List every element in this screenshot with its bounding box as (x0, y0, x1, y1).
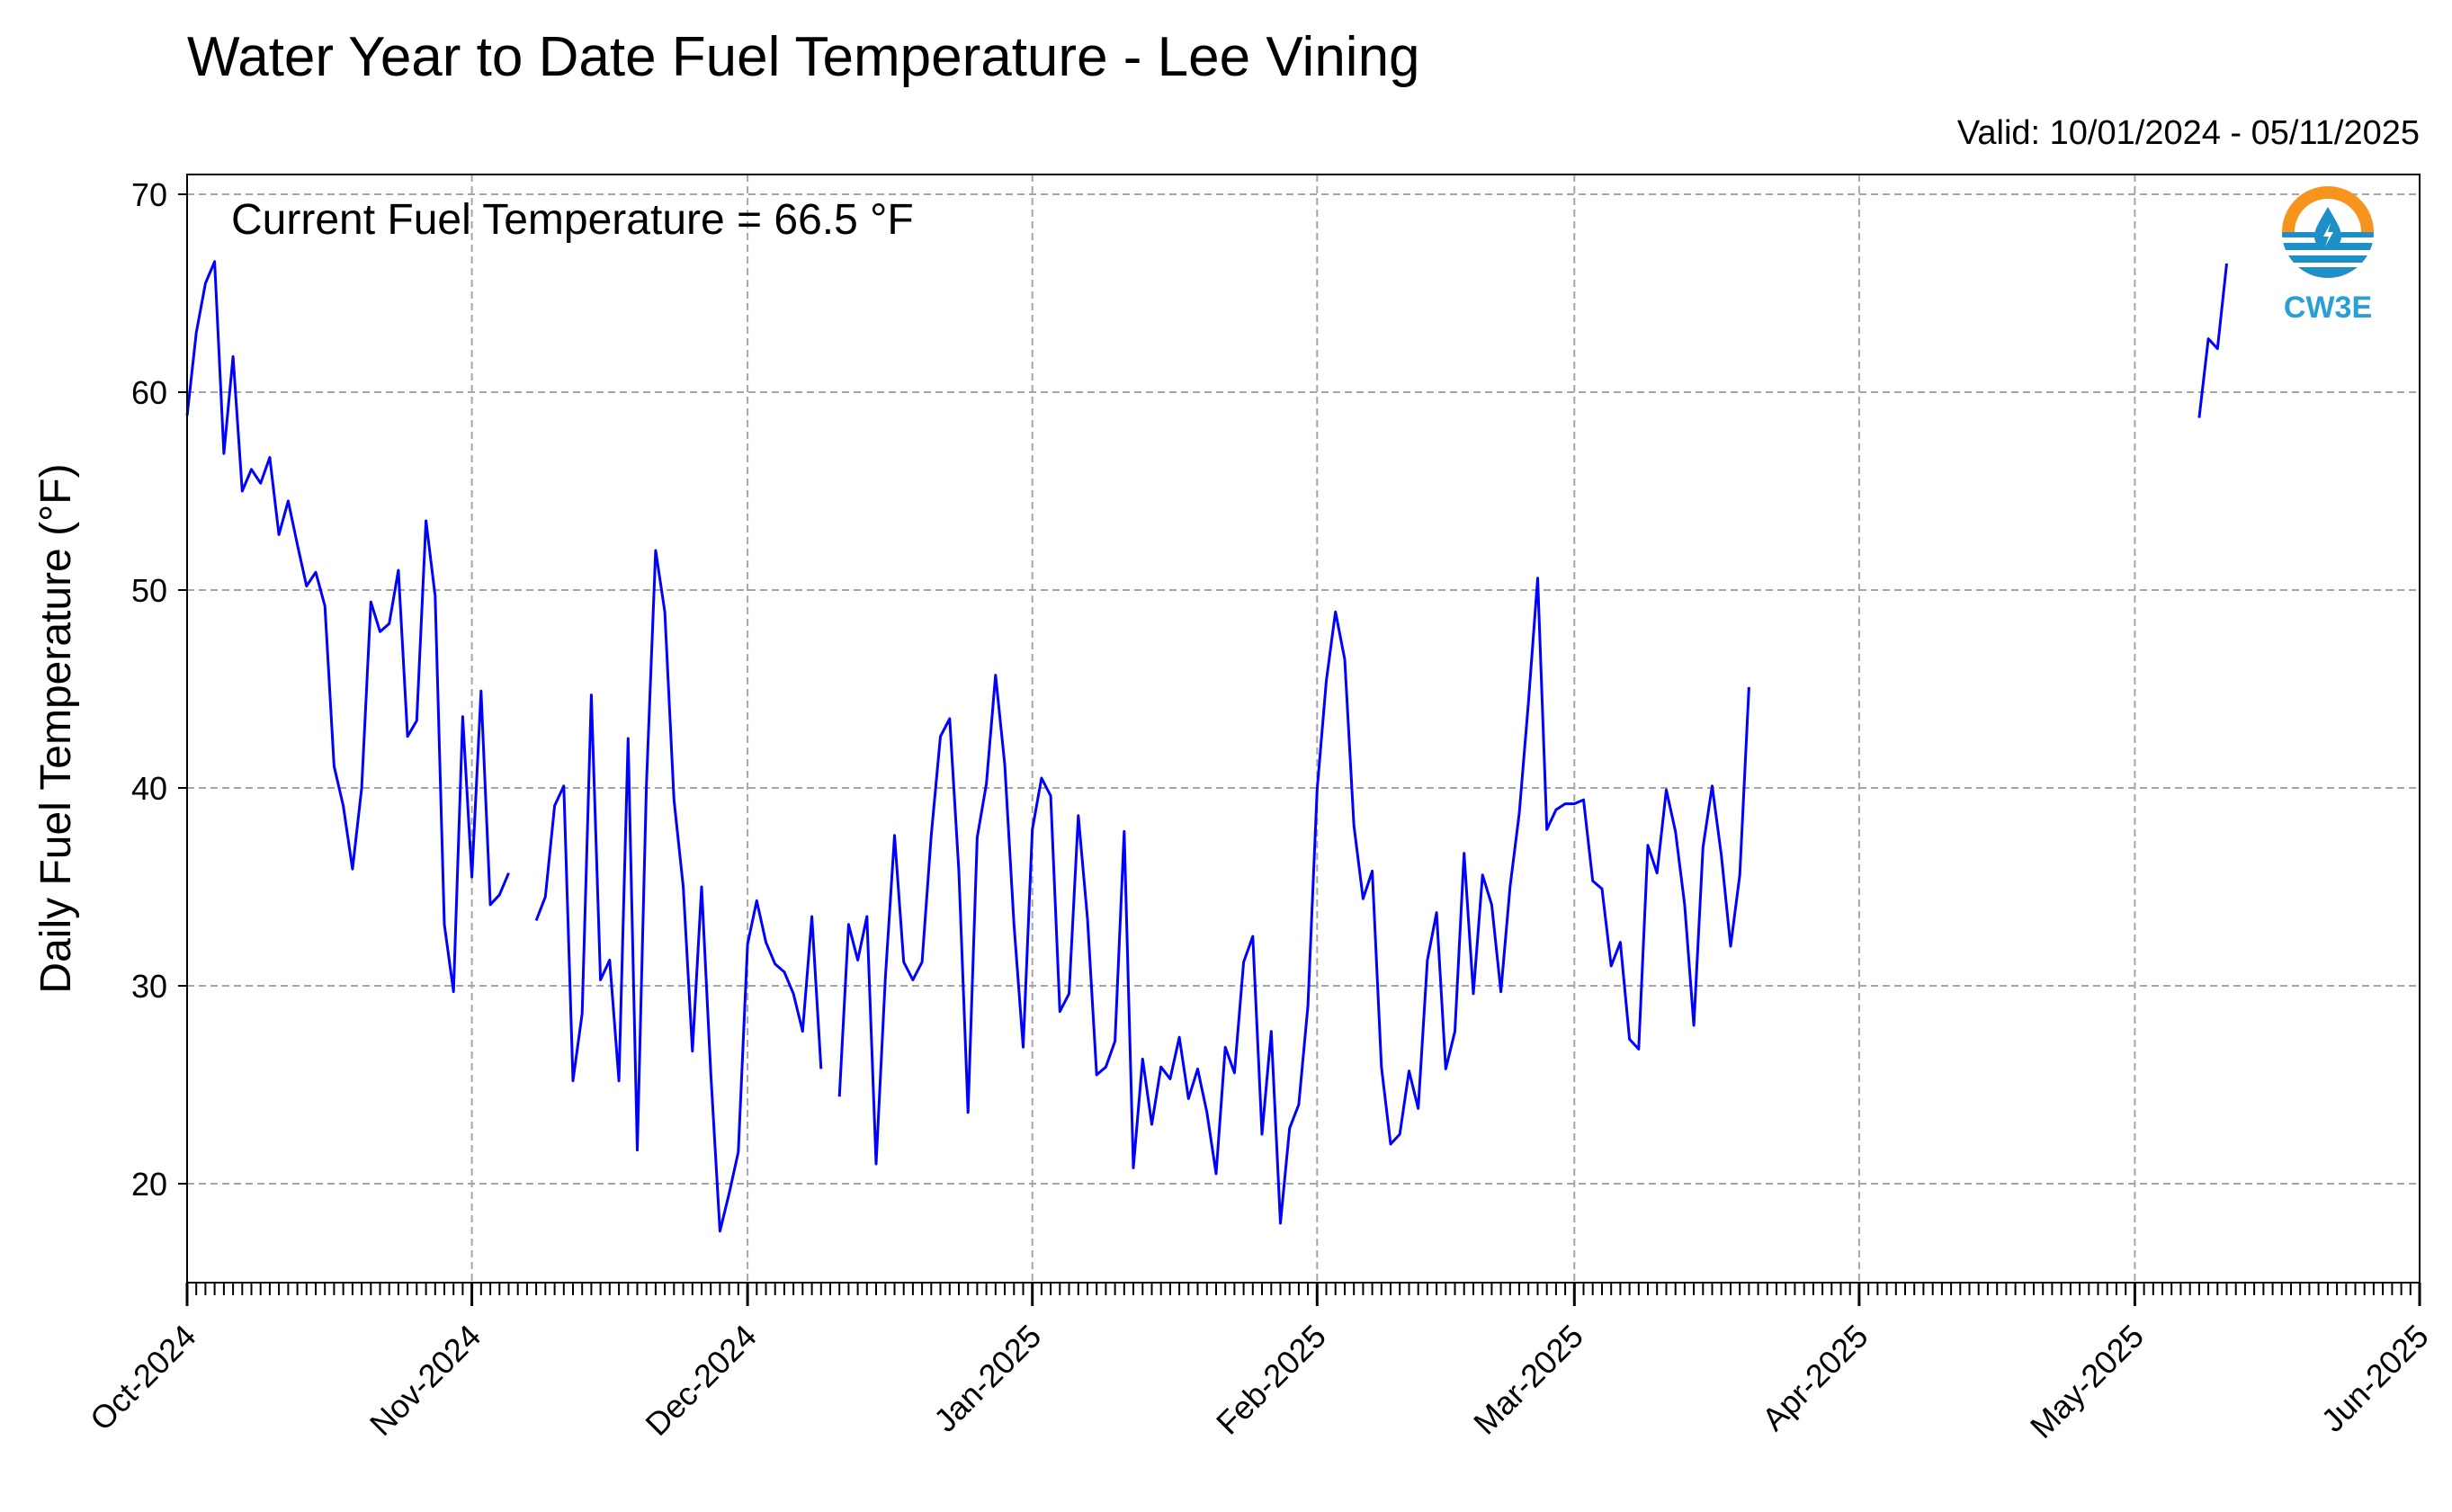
temperature-line-segment-1 (185, 260, 510, 994)
y-tick-label: 50 (131, 572, 167, 609)
x-minor-ticks (186, 1283, 2421, 1295)
x-major-ticks: Oct-2024 Nov-2024 Dec-2024 Jan-2025 Feb-2025… (83, 1283, 2436, 1445)
y-tick-label: 40 (131, 770, 167, 807)
x-tick-label: Jan-2025 (926, 1318, 1048, 1439)
x-tick-label: Dec-2024 (638, 1318, 763, 1443)
x-tick-label: Oct-2024 (83, 1318, 203, 1438)
x-tick-label: Mar-2025 (1466, 1318, 1590, 1442)
temperature-line-segment-4 (2197, 263, 2228, 418)
logo-text: CW3E (2284, 291, 2372, 325)
data-series (185, 260, 2228, 1233)
y-tick-label: 60 (131, 374, 167, 411)
x-tick-label: Feb-2025 (1209, 1318, 1333, 1442)
cw3e-logo: CW3E (2282, 186, 2374, 325)
valid-range-subtitle: Valid: 10/01/2024 - 05/11/2025 (1957, 114, 2420, 152)
y-axis-ticks: 20 30 40 50 60 70 (131, 176, 187, 1203)
chart-title: Water Year to Date Fuel Temperature - Le… (187, 26, 1420, 88)
temperature-line-segment-3 (837, 577, 1750, 1225)
x-tick-label: Nov-2024 (362, 1318, 488, 1443)
y-tick-label: 30 (131, 968, 167, 1005)
y-axis-label: Daily Fuel Temperature (°F) (32, 463, 80, 993)
y-tick-label: 70 (131, 176, 167, 213)
x-tick-label: May-2025 (2023, 1318, 2151, 1445)
x-tick-label: Apr-2025 (1755, 1318, 1875, 1438)
current-temperature-annotation: Current Fuel Temperature = 66.5 °F (231, 196, 914, 244)
temperature-line-segment-2 (534, 549, 823, 1233)
x-tick-label: Jun-2025 (2314, 1318, 2436, 1439)
plot-frame (186, 174, 2421, 1284)
grid-lines (186, 174, 2421, 1283)
y-tick-label: 20 (131, 1166, 167, 1203)
